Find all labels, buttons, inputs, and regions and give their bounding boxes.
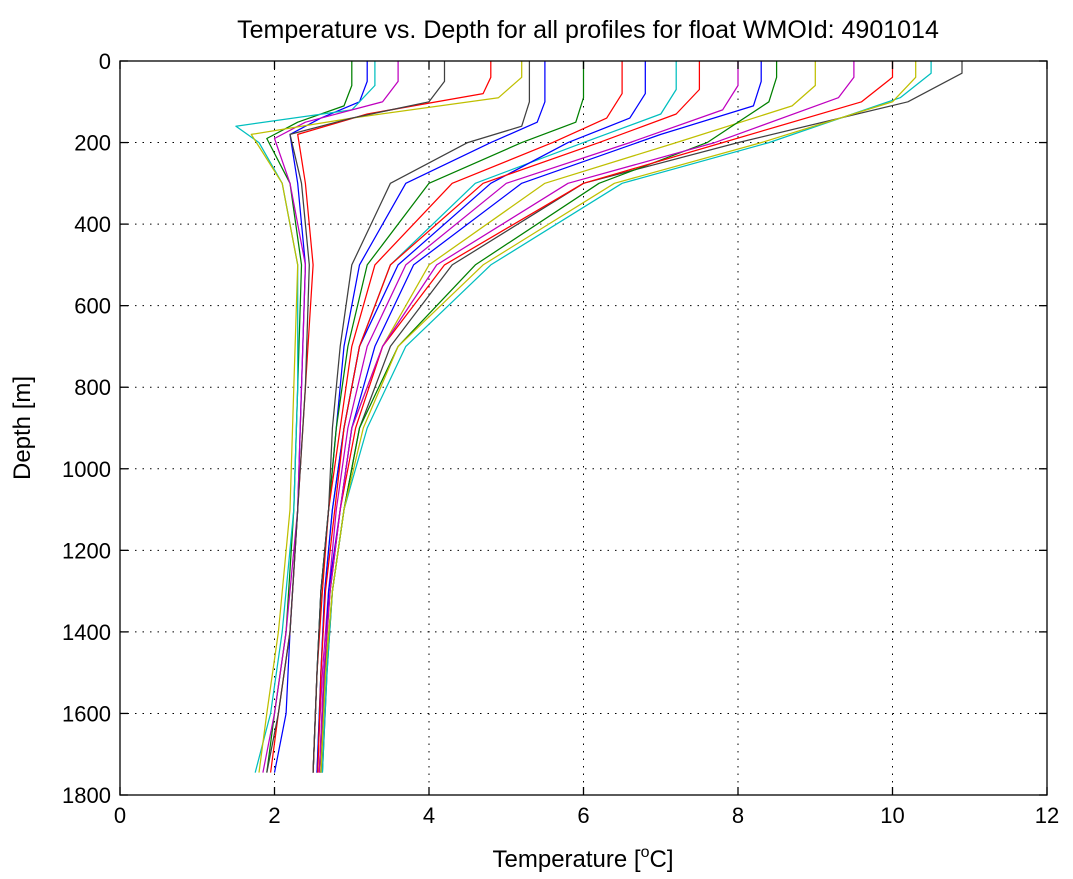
profile-line-17 (318, 61, 894, 773)
grid-lines (120, 61, 1047, 795)
x-tick-label: 4 (423, 803, 435, 828)
y-tick-label: 1600 (62, 701, 111, 726)
profile-line-5 (262, 61, 399, 773)
y-tick-label: 0 (99, 49, 111, 74)
profile-line-23 (317, 61, 701, 773)
y-tick-label: 1400 (62, 620, 111, 645)
profile-line-2 (266, 61, 353, 773)
profile-line-18 (321, 61, 932, 773)
profile-line-15 (320, 61, 762, 773)
profile-line-21 (312, 61, 531, 773)
x-tick-label: 10 (880, 803, 904, 828)
y-tick-label: 600 (74, 294, 111, 319)
y-tick-label: 1200 (62, 538, 111, 563)
profile-line-20 (320, 61, 917, 773)
x-tick-label: 12 (1035, 803, 1059, 828)
x-tick-label: 2 (268, 803, 280, 828)
profile-lines (235, 61, 963, 773)
profile-line-13 (320, 61, 816, 773)
y-tick-label: 400 (74, 212, 111, 237)
plot-frame (119, 60, 1048, 796)
profile-line-10 (312, 61, 623, 773)
y-tick-label: 800 (74, 375, 111, 400)
y-tick-label: 1000 (62, 457, 111, 482)
x-tick-label: 0 (114, 803, 126, 828)
profile-line-4 (235, 61, 376, 773)
x-axis-label: Temperature [oC] (493, 844, 674, 873)
profile-line-9 (312, 61, 585, 773)
profile-line-6 (250, 61, 523, 773)
profile-line-16 (320, 61, 778, 773)
profile-line-1 (273, 61, 368, 773)
y-tick-labels: 0 200 400 600 800 1000 1200 1400 1600 1800 (62, 49, 111, 808)
x-tick-label: 8 (732, 803, 744, 828)
y-tick-label: 200 (74, 131, 111, 156)
profile-line-14 (321, 61, 963, 773)
profile-line-22 (316, 61, 646, 773)
profile-line-19 (318, 61, 855, 773)
x-tick-labels: 0 2 4 6 8 10 12 (114, 803, 1059, 828)
x-tick-label: 6 (577, 803, 589, 828)
profile-line-7 (266, 61, 446, 773)
profile-line-8 (312, 61, 546, 773)
y-axis-label: Depth [m] (9, 376, 36, 480)
chart-title: Temperature vs. Depth for all profiles f… (237, 16, 939, 44)
y-tick-label: 1800 (62, 783, 111, 808)
